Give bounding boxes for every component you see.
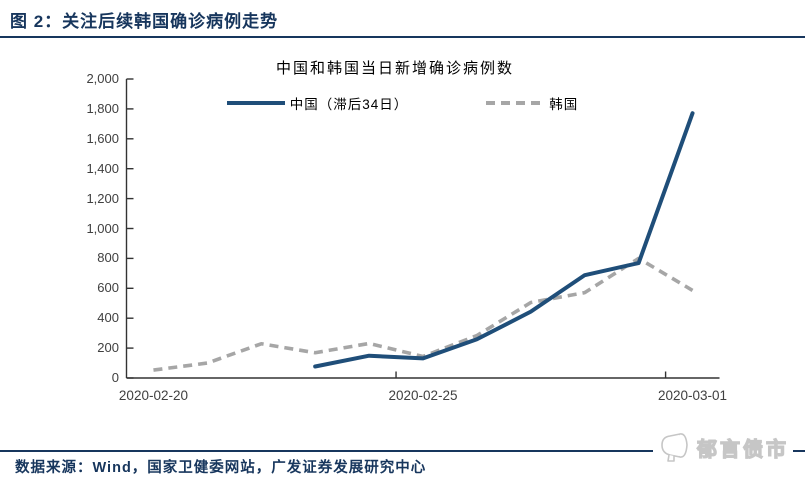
y-tick-label: 1,000 [86, 220, 119, 236]
y-tick-label: 800 [97, 250, 119, 266]
brand-watermark: 郁言债市 [653, 428, 793, 466]
y-tick-label: 2,000 [86, 71, 119, 86]
china-line-swatch-icon [226, 101, 285, 105]
y-tick-label: 1,800 [86, 100, 119, 116]
y-tick-label: 0 [111, 370, 119, 385]
data-source-note: 数据来源：Wind，国家卫健委网站，广发证券发展研究中心 [15, 460, 427, 476]
legend-item-china: 中国（滞后34日） [226, 93, 409, 113]
chart-title: 中国和韩国当日新增确诊病例数 [275, 60, 514, 77]
y-tick-label: 1,600 [86, 130, 119, 146]
legend-item-korea: 韩国 [486, 93, 578, 113]
megaphone-icon [661, 433, 688, 462]
y-tick-label: 600 [97, 280, 119, 296]
figure-title: 图 2：关注后续韩国确诊病例走势 [10, 12, 279, 31]
y-tick-label: 1,400 [86, 160, 119, 176]
y-tick-label: 400 [97, 310, 119, 326]
legend-label-korea: 韩国 [549, 97, 579, 112]
x-tick-label: 2020-02-20 [118, 388, 188, 403]
chart-legend: 中国（滞后34日） 韩国 [0, 93, 805, 113]
x-tick-label: 2020-02-25 [388, 388, 458, 403]
y-tick-label: 1,200 [86, 190, 119, 206]
y-tick-label: 200 [97, 340, 119, 356]
x-tick-label: 2020-03-01 [658, 388, 728, 403]
legend-label-china: 中国（滞后34日） [289, 97, 409, 112]
series-line-korea [153, 256, 694, 372]
footer-rule [0, 450, 805, 452]
korea-line-swatch-icon [486, 101, 545, 105]
header-rule [0, 36, 805, 38]
brand-watermark-text: 郁言债市 [696, 438, 789, 461]
series-line-china [313, 111, 695, 369]
